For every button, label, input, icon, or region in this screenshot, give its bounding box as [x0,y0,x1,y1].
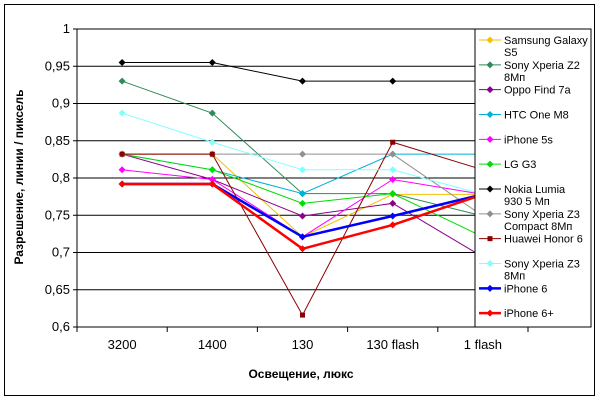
y-tick-label: 0,6 [52,319,70,334]
data-point [208,138,216,146]
data-point [299,212,306,220]
data-point [118,109,126,117]
data-point [118,77,126,85]
chart-frame: 0,6 0,65 0,7 0,75 0,8 0,85 0,9 0,95 1 3200 1400 130… [4,4,595,396]
data-point [299,166,306,174]
legend-marker [486,61,494,69]
y-tick-label: 0,8 [52,170,70,185]
y-tick-label: 0,7 [52,245,70,260]
y-axis-label: Разрешение, линии / пиксель [12,89,26,264]
data-point [389,175,397,183]
legend-label: Nokia Lumia 930 5 Мп [504,184,566,208]
legend-marker [486,111,494,118]
legend-item: Sony Xperia Z3 8Мп [479,259,580,283]
legend-label: Sony Xperia Z2 8Мп [504,60,580,84]
data-point [299,150,306,158]
legend-item: Sony Xperia Z3 Compact 8Мп [479,209,580,233]
legend-label: Oppo Find 7a [504,85,572,97]
data-point [299,77,306,85]
series [118,180,487,241]
data-point [208,109,216,117]
data-point [299,190,306,198]
data-point [389,221,397,229]
legend-marker [486,86,494,94]
data-point [118,59,126,67]
legend-item: iPhone 6 [479,283,547,295]
data-point [389,150,397,158]
line-chart: 0,6 0,65 0,7 0,75 0,8 0,85 0,9 0,95 1 3200 1400 130… [12,21,592,381]
legend-item: Huawei Honor 6 [479,234,583,246]
data-point [389,77,397,85]
legend-box [474,28,592,328]
data-point [118,166,126,174]
data-point [389,166,397,174]
legend-label: Samsung Galaxy S5 [504,35,588,59]
legend-label: iPhone 6 [504,283,547,295]
data-point [118,180,126,188]
legend-label: iPhone 6+ [504,308,554,320]
legend-marker [487,236,493,242]
data-point [299,245,306,253]
y-tick-label: 0,95 [45,58,70,73]
y-tick-label: 0,65 [45,282,70,297]
legend-label: iPhone 5s [504,134,553,146]
data-point [119,151,125,157]
legend-label: Huawei Honor 6 [504,234,583,246]
legend-marker [486,260,494,267]
legend-item: iPhone 5s [479,134,553,146]
data-point [390,139,396,145]
legend-marker [486,185,494,193]
legend-label: Sony Xperia Z3 Compact 8Мп [504,209,580,233]
x-tick-label: 1400 [198,337,227,352]
legend-label: LG G3 [504,159,536,171]
data-point [209,151,215,157]
data-point [208,59,216,67]
legend-marker [486,284,494,292]
legend-item: Oppo Find 7a [479,85,572,97]
x-tick-label: 130 flash [366,337,419,352]
y-tick-label: 0,75 [45,207,70,222]
data-point [208,180,216,188]
series-lines [118,59,487,318]
data-point [300,312,305,318]
legend-item: LG G3 [479,159,536,171]
data-point [299,233,306,241]
data-point [208,175,216,183]
legend-marker [486,135,494,143]
legend-item: Sony Xperia Z2 8Мп [479,60,580,84]
y-tick-label: 1 [63,21,70,36]
series-line [122,153,483,195]
legend-marker [486,36,494,44]
legend-label: Sony Xperia Z3 8Мп [504,259,580,283]
series [118,77,487,220]
legend-marker [486,309,494,317]
axes [73,28,529,332]
x-axis-label: Освещение, люкс [248,367,353,381]
series [118,59,487,85]
data-point [208,166,216,174]
legend-item: iPhone 6+ [479,308,554,320]
data-point [389,190,397,198]
y-tick-label: 0,9 [52,96,70,111]
legend-item: HTC One M8 [479,110,569,122]
x-tick-label: 130 [292,337,314,352]
legend-marker [486,160,494,168]
data-point [299,199,306,207]
tick-labels: 0,6 0,65 0,7 0,75 0,8 0,85 0,9 0,95 1 3200 1400 130… [45,21,502,352]
legend-label: HTC One M8 [504,110,569,122]
legend-item: Nokia Lumia 930 5 Мп [479,184,566,208]
x-tick-label: 1 flash [464,337,502,352]
y-tick-label: 0,85 [45,133,70,148]
data-point [389,212,397,220]
x-tick-label: 3200 [108,337,137,352]
legend-marker [486,210,494,218]
legend-item: Samsung Galaxy S5 [479,35,588,59]
data-point [389,199,397,207]
